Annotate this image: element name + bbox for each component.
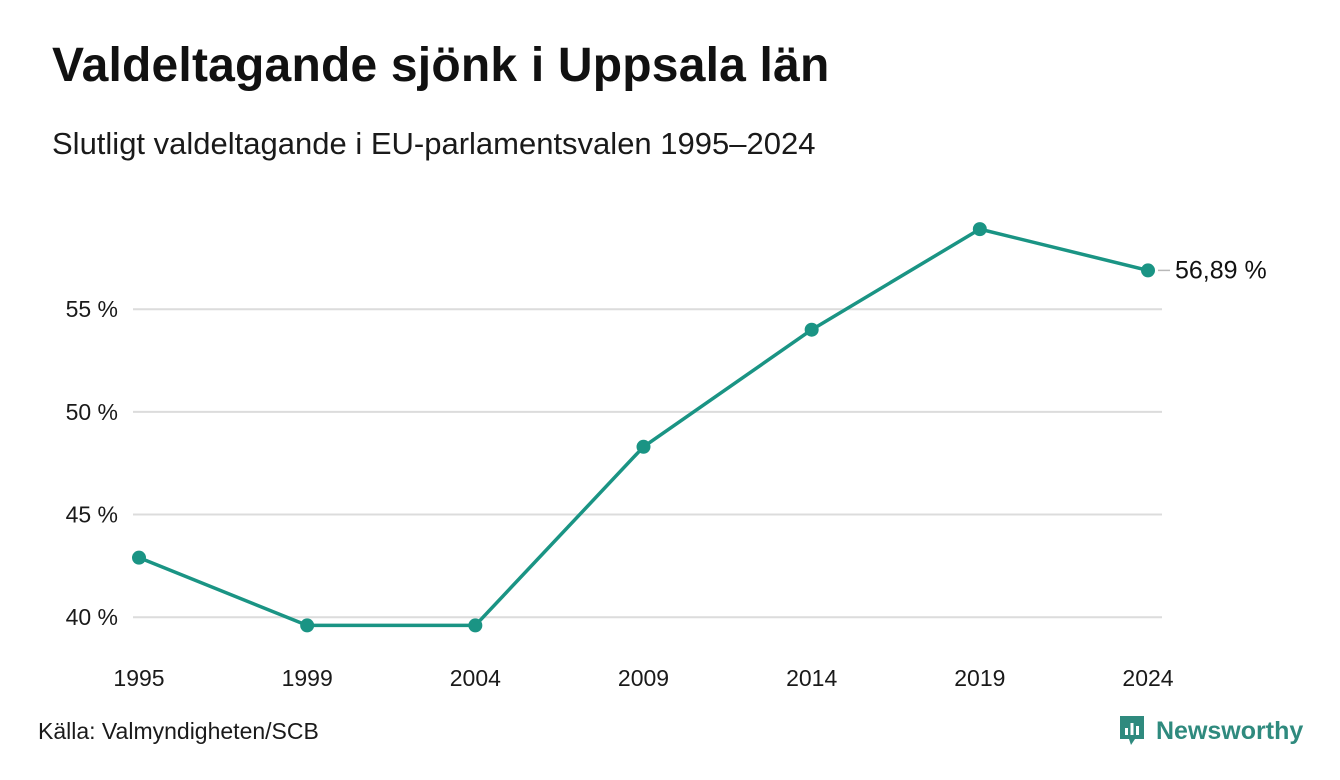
newsworthy-logo-icon [1120,716,1144,745]
x-tick-label: 2024 [1122,665,1173,691]
x-tick-label: 2004 [450,665,501,691]
x-tick-label: 2014 [786,665,837,691]
brand-name: Newsworthy [1156,716,1304,745]
y-tick-label: 45 % [66,502,118,528]
y-tick-label: 55 % [66,296,118,322]
x-tick-label: 1999 [282,665,333,691]
x-tick-label: 2009 [618,665,669,691]
data-point [636,439,651,454]
chart-title: Valdeltagande sjönk i Uppsala län [52,39,830,92]
x-tick-label: 1995 [113,665,164,691]
chart-subtitle: Slutligt valdeltagande i EU-parlamentsva… [52,126,816,161]
data-point [804,322,819,337]
data-point [972,222,987,237]
data-point [300,618,315,633]
data-point [1141,263,1155,278]
end-value-label: 56,89 % [1175,256,1267,284]
series-line [137,227,1150,628]
x-tick-label: 2019 [954,665,1005,691]
y-tick-label: 40 % [66,604,118,630]
y-tick-label: 50 % [66,399,118,425]
data-point [468,618,483,633]
data-point [132,550,146,565]
source-note: Källa: Valmyndigheten/SCB [38,718,319,744]
brand-logo: Newsworthy [1118,713,1303,749]
